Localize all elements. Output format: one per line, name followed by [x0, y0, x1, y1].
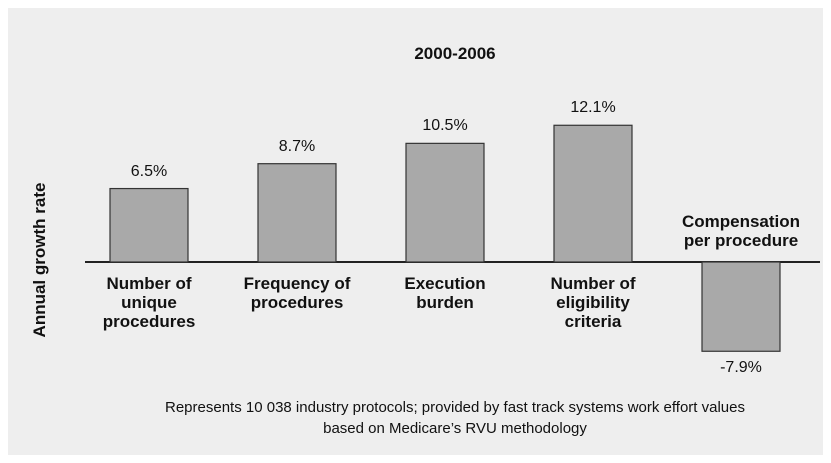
data-label: 8.7%	[278, 137, 316, 155]
data-label: -7.9%	[720, 359, 762, 377]
bar	[257, 163, 337, 263]
x-tick-label: Number of eligibility criteria	[550, 274, 636, 331]
x-tick-label: Frequency of procedures	[243, 274, 351, 312]
x-tick-label: Number of unique procedures	[102, 274, 196, 331]
bar	[553, 124, 633, 263]
data-label: 10.5%	[422, 117, 468, 135]
bar	[405, 142, 485, 263]
x-tick-label: Compensation per procedure	[681, 212, 801, 250]
y-axis-label: Annual growth rate	[30, 182, 49, 338]
bar	[701, 261, 781, 352]
footnote: Represents 10 038 industry protocols; pr…	[165, 399, 745, 437]
data-label: 6.5%	[130, 162, 168, 180]
data-label: 12.1%	[570, 99, 616, 117]
chart-title: 2000-2006	[414, 44, 496, 63]
bar	[109, 187, 189, 263]
x-tick-label: Execution burden	[404, 274, 486, 312]
